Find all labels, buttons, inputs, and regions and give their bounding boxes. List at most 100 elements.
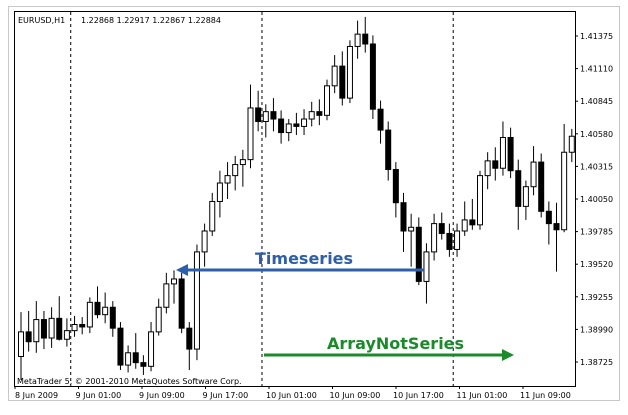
candle (324, 79, 330, 121)
candle (477, 170, 483, 230)
candle (492, 147, 499, 181)
candle (171, 270, 177, 304)
candle (469, 199, 476, 230)
candle (545, 201, 552, 245)
time-tick-label: 11 Jun 01:00 (457, 391, 508, 400)
candle-body-bull (522, 186, 529, 207)
candle (148, 322, 155, 372)
candle-body-bear (40, 319, 47, 339)
candle (25, 310, 32, 352)
candle (553, 202, 560, 272)
candle-body-bull (477, 175, 483, 226)
candle-body-bull (86, 301, 93, 328)
candle (308, 101, 315, 127)
candle (339, 51, 346, 106)
candle (255, 90, 262, 132)
candle (484, 152, 491, 190)
candle-body-bull (301, 118, 308, 127)
candle-body-bear (140, 362, 147, 367)
array-not-series-annotation: ArrayNotSeries (264, 334, 514, 361)
candle (301, 109, 308, 136)
time-tick-label: 8 Jun 2009 (15, 391, 58, 400)
array-not-series-arrow-head (502, 349, 514, 361)
candle-body-bull (308, 111, 315, 120)
candle (40, 310, 47, 350)
array-not-series-label: ArrayNotSeries (327, 334, 464, 353)
price-tick-label: 1.38725 (580, 358, 613, 367)
candle (316, 99, 323, 126)
candle (109, 301, 116, 337)
candle-body-bear (56, 317, 63, 340)
candle-body-bull (125, 352, 132, 366)
candle-body-bull (423, 251, 430, 282)
candle-body-bull (193, 251, 200, 350)
time-tick-label: 10 Jun 01:00 (266, 391, 317, 400)
candle (186, 322, 193, 371)
candle-body-bear (117, 327, 124, 366)
candle (385, 121, 392, 181)
candle-body-bull (239, 159, 246, 166)
candle-body-bull (561, 151, 568, 231)
candle (454, 223, 461, 257)
candle-body-bull (201, 230, 208, 253)
candle-body-bull (224, 175, 231, 184)
candle-body-bear (377, 108, 384, 131)
candle-body-bear (293, 123, 300, 127)
time-axis: 8 Jun 2009 9 Jun 01:00 9 Jun 09:00 9 Jun 17… (14, 386, 571, 400)
candle-body-bull (568, 135, 575, 153)
candle (56, 296, 63, 341)
candle (499, 121, 506, 176)
candle (117, 322, 124, 371)
price-tick-label: 1.41110 (580, 65, 613, 74)
price-tick-label: 1.41375 (580, 32, 613, 41)
candle-body-bear (538, 161, 545, 212)
candle-body-bear (400, 202, 407, 232)
candle (140, 355, 147, 375)
price-tick-label: 1.40580 (580, 130, 613, 139)
candle (216, 170, 223, 218)
candle (538, 153, 545, 218)
candle-body-bull (216, 182, 223, 202)
candle (224, 162, 231, 199)
candle (515, 159, 522, 230)
candle-body-bear (469, 219, 476, 226)
candle-body-bear (25, 331, 32, 343)
candle (232, 155, 239, 191)
candle-body-bull (285, 123, 292, 134)
candle (18, 312, 24, 380)
candle-body-bull (461, 219, 468, 232)
candle-body-bear (79, 323, 86, 328)
time-tick-label: 10 Jun 17:00 (393, 391, 444, 400)
candle (392, 162, 399, 218)
candle (561, 123, 568, 233)
candle (163, 272, 170, 314)
price-tick-label: 1.40315 (580, 162, 613, 171)
time-tick-label: 10 Jun 09:00 (330, 391, 381, 400)
candle (33, 301, 40, 353)
candle-body-bull (331, 65, 338, 87)
candle-body-bear (392, 168, 399, 204)
candle (79, 317, 86, 335)
candle (125, 345, 132, 373)
candle (193, 244, 200, 361)
price-tick-label: 1.40845 (580, 97, 613, 106)
candle (201, 223, 208, 267)
candle-body-bear (438, 223, 445, 234)
candle (239, 149, 246, 187)
candle (270, 98, 277, 132)
candle (522, 180, 529, 220)
candle-body-bull (530, 161, 537, 188)
candle-body-bull (324, 85, 330, 116)
candle (431, 213, 438, 261)
candle (63, 318, 70, 347)
price-tick-label: 1.39520 (580, 260, 613, 269)
candle (446, 223, 453, 257)
candle-body-bear (385, 129, 392, 170)
candle-body-bull (33, 319, 40, 343)
candle (247, 84, 254, 169)
candle (400, 192, 407, 252)
plot-area[interactable] (14, 11, 576, 387)
time-tick-label: 9 Jun 01:00 (76, 391, 122, 400)
candle-body-bull (232, 164, 239, 177)
